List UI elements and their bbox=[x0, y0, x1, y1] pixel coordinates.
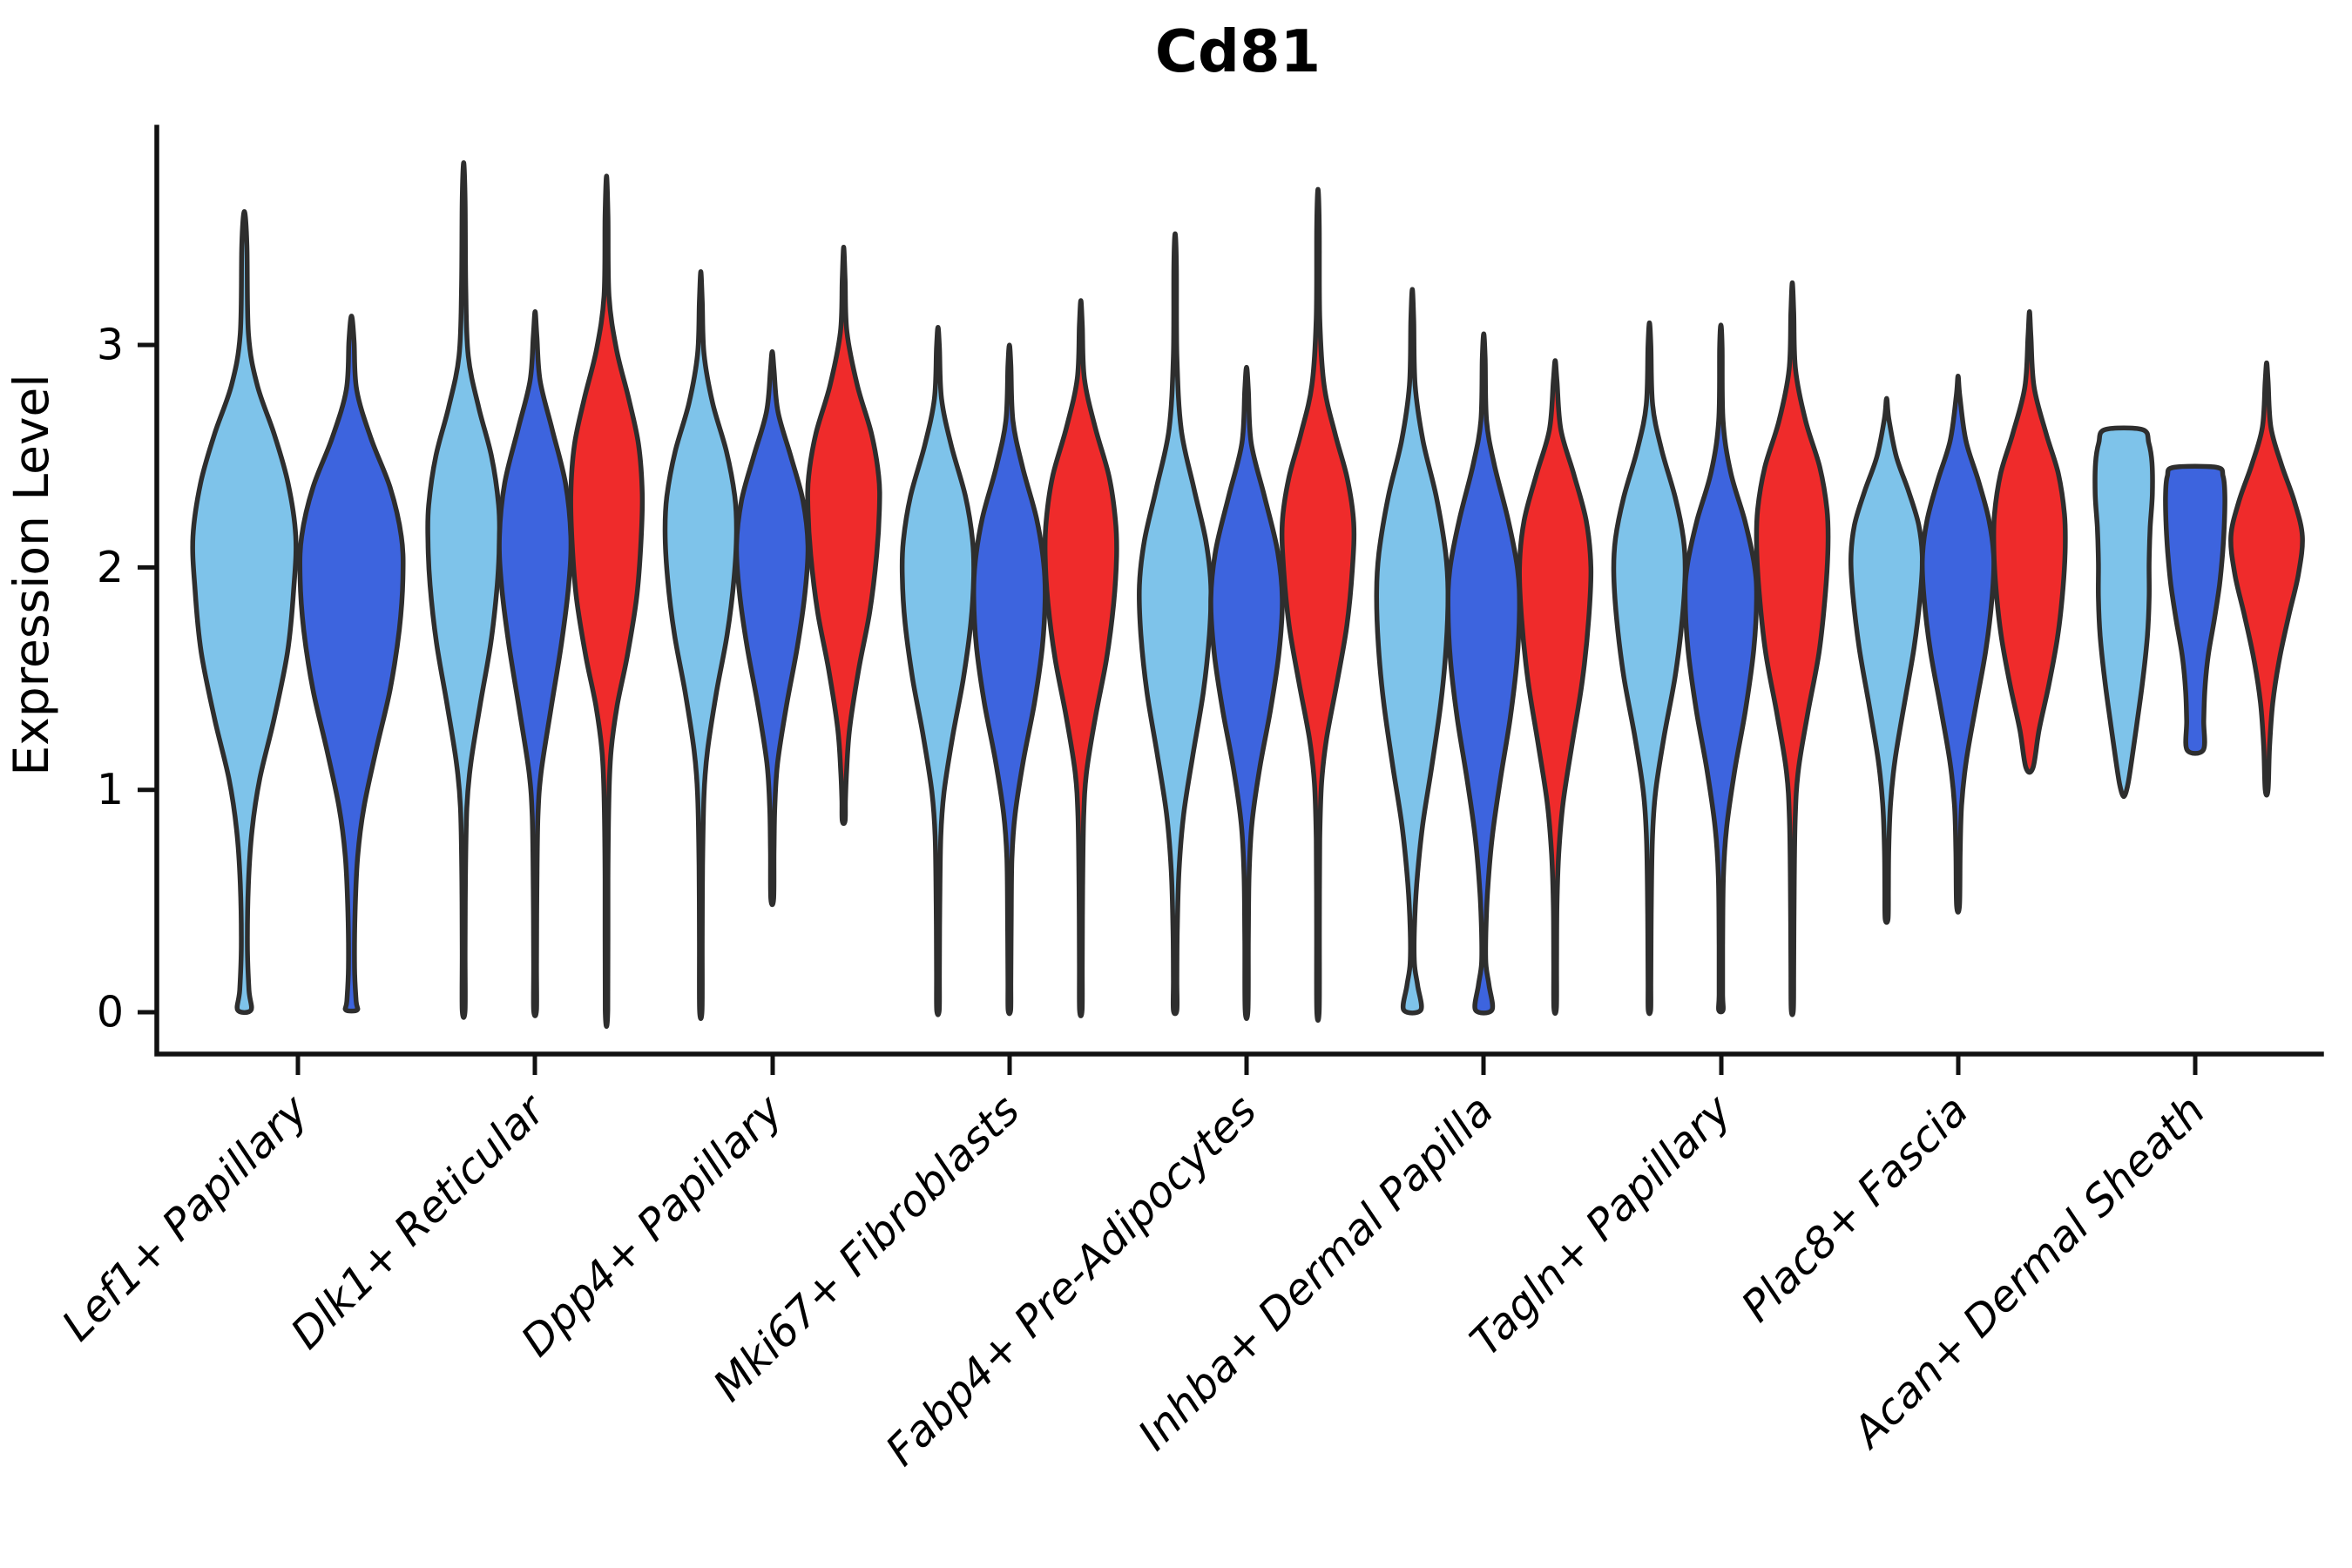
x-tick-labels: Lef1+ Papillary Dlk1+ Reticular Dpp4+ Pa… bbox=[52, 1084, 2214, 1476]
x-tick-marks bbox=[295, 1054, 2198, 1075]
axis-spines bbox=[154, 125, 2324, 1057]
violin-blue-6 bbox=[1682, 322, 1760, 1015]
chart-title: Cd81 bbox=[1155, 17, 1321, 85]
violin-red-2 bbox=[805, 245, 882, 827]
y-tick-label-3: 3 bbox=[97, 321, 124, 370]
violin-light_blue-4 bbox=[1137, 231, 1213, 1017]
x-tick-label-6: Tagln+ Papillary bbox=[1461, 1085, 1741, 1365]
violin-light_blue-6 bbox=[1611, 320, 1688, 1017]
y-tick-marks bbox=[138, 342, 157, 1015]
violin-blue-2 bbox=[733, 349, 811, 908]
violin-red-6 bbox=[1754, 280, 1831, 1017]
violin-light_blue-3 bbox=[899, 324, 977, 1017]
x-tick-label-2: Dpp4+ Papillary bbox=[511, 1085, 793, 1366]
violin-blue-4 bbox=[1208, 364, 1285, 1022]
violin-light_blue-7 bbox=[1848, 395, 1925, 925]
y-axis-label: Expression Level bbox=[3, 374, 59, 775]
y-tick-label-0: 0 bbox=[97, 988, 124, 1037]
violin-light_blue-2 bbox=[662, 269, 740, 1022]
violin-light_blue-1 bbox=[425, 160, 503, 1020]
violin-light_blue-8 bbox=[2092, 425, 2155, 800]
x-tick-label-1: Dlk1+ Reticular bbox=[281, 1084, 556, 1358]
x-tick-label-7: Plac8+ Fascia bbox=[1732, 1085, 1977, 1331]
violin-light_blue-5 bbox=[1374, 287, 1451, 1016]
y-tick-labels: 3 2 1 0 bbox=[97, 321, 124, 1037]
violin-blue-0 bbox=[297, 314, 406, 1014]
violin-red-8 bbox=[2228, 360, 2305, 798]
violin-blue-3 bbox=[970, 342, 1048, 1017]
violin-blue-1 bbox=[497, 309, 574, 1018]
violin-light_blue-0 bbox=[190, 209, 299, 1016]
violin-blue-7 bbox=[1919, 374, 1997, 915]
x-tick-label-0: Lef1+ Papillary bbox=[52, 1085, 318, 1350]
violin-red-4 bbox=[1279, 186, 1357, 1023]
violin-red-3 bbox=[1042, 298, 1119, 1018]
violin-blue-5 bbox=[1445, 331, 1523, 1016]
violin-red-5 bbox=[1517, 358, 1594, 1017]
y-tick-label-2: 2 bbox=[97, 543, 124, 592]
violin-blue-8 bbox=[2163, 463, 2227, 756]
violin-red-1 bbox=[568, 173, 645, 1030]
violins-layer bbox=[190, 160, 2305, 1030]
violin-red-7 bbox=[1990, 309, 2068, 775]
y-tick-label-1: 1 bbox=[97, 765, 124, 814]
